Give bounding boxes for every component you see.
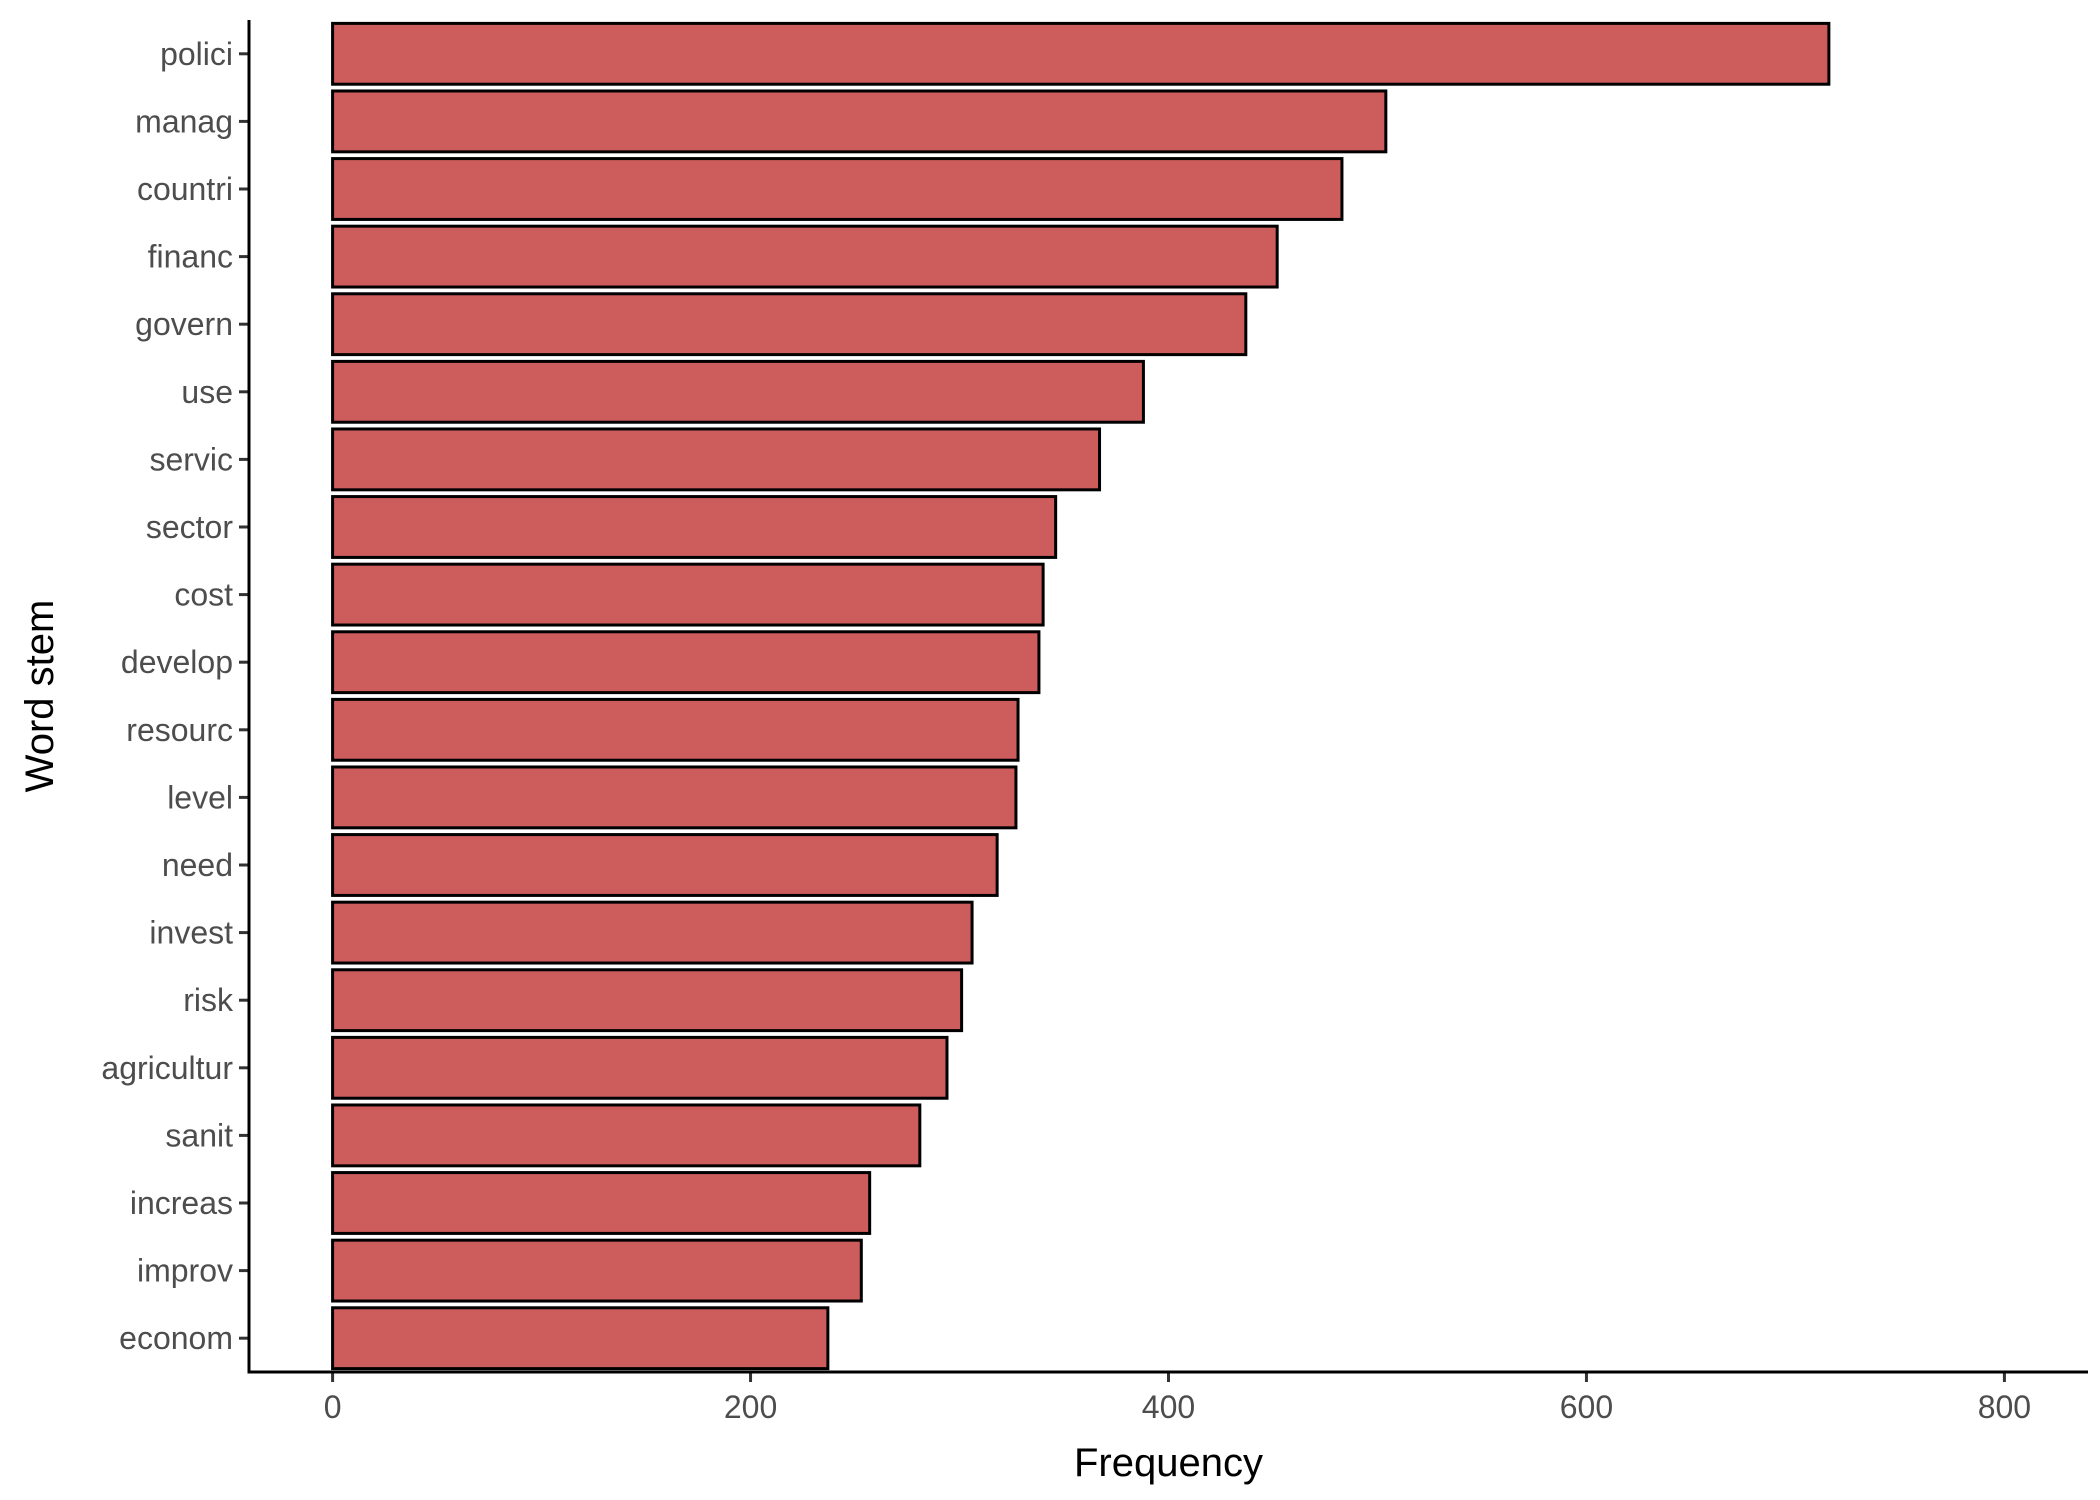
bars-layer (331, 21, 1831, 1371)
y-tick-label: govern (135, 306, 233, 342)
bar-countri (331, 157, 1344, 221)
bar-financ (331, 224, 1279, 289)
bar-sector (331, 495, 1058, 559)
y-tick-label: use (181, 374, 233, 410)
y-tick-label: level (167, 779, 233, 815)
y-tick-label: polici (160, 36, 233, 72)
y-tick-label: invest (149, 915, 233, 951)
x-tick-label: 800 (1978, 1389, 2031, 1425)
y-tick-label: sanit (165, 1117, 233, 1153)
bar-cost (331, 562, 1045, 627)
y-tick-label: risk (183, 982, 234, 1018)
bar-level (331, 765, 1018, 830)
x-tick-label: 200 (724, 1389, 777, 1425)
y-tick-label: develop (121, 644, 233, 680)
bar-increas (331, 1171, 872, 1235)
y-tick-label: need (162, 847, 233, 883)
y-axis-title: Word stem (18, 600, 62, 793)
bar-manag (331, 89, 1388, 154)
bar-resourc (331, 697, 1020, 762)
y-tick-label: improv (137, 1253, 233, 1289)
bar-govern (331, 292, 1248, 357)
bar-invest (331, 900, 974, 965)
bar-improv (331, 1238, 863, 1303)
bar-agricultur (331, 1035, 949, 1100)
x-tick-label: 400 (1142, 1389, 1195, 1425)
bar-econom (331, 1306, 830, 1371)
y-tick-label: resourc (126, 712, 233, 748)
bar-polici (331, 21, 1831, 86)
y-axis-ticks: polici manag countri financ govern use servic s… (101, 36, 249, 1356)
y-tick-label: increas (130, 1185, 233, 1221)
bar-risk (331, 968, 964, 1033)
bar-need (331, 833, 999, 897)
bar-sanit (331, 1103, 922, 1168)
bar-develop (331, 630, 1041, 695)
y-tick-label: agricultur (101, 1050, 233, 1086)
x-axis-ticks: 0 200 400 600 800 (324, 1372, 2031, 1425)
x-tick-label: 0 (324, 1389, 342, 1425)
y-tick-label: servic (149, 441, 233, 477)
y-tick-label: financ (148, 239, 233, 275)
bar-use (331, 359, 1145, 424)
y-tick-label: manag (135, 103, 233, 139)
y-tick-label: countri (137, 171, 233, 207)
y-tick-label: sector (146, 509, 233, 545)
y-tick-label: cost (174, 577, 233, 613)
y-tick-label: econom (119, 1320, 233, 1356)
bar-servic (331, 427, 1102, 492)
x-axis-title: Frequency (1074, 1441, 1263, 1485)
x-tick-label: 600 (1560, 1389, 1613, 1425)
